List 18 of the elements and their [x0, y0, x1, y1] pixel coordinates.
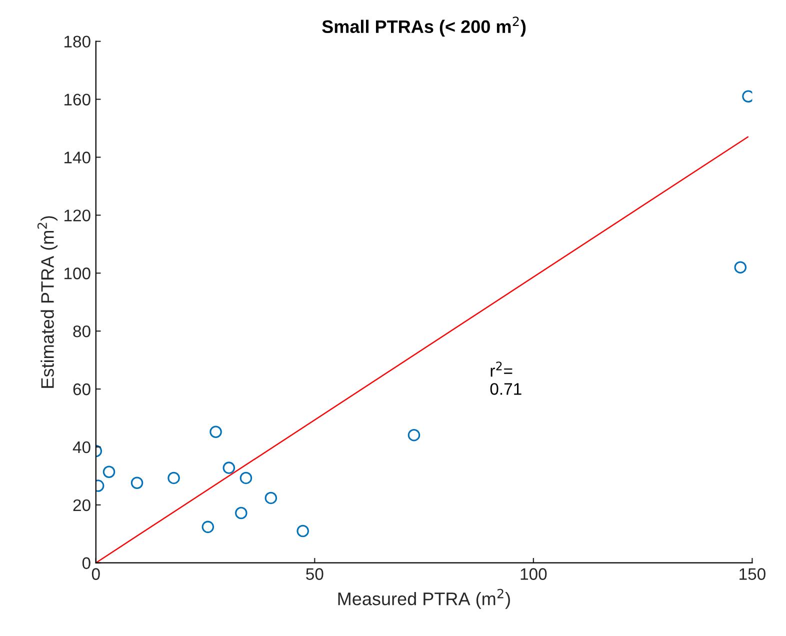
y-tick-label: 20 [73, 499, 90, 512]
chart-title: Small PTRAs (< 200 m$^{2}$) [322, 16, 526, 37]
x-tick-label: 150 [740, 568, 766, 580]
y-tick-label: 140 [64, 152, 90, 164]
y-tick-label: 120 [64, 210, 90, 222]
y-tick-label: 40 [72, 441, 90, 454]
x-axis-title: Measured PTRA (m$^{2}$) [338, 588, 510, 609]
y-tick-label: 60 [73, 383, 90, 396]
y-tick-label: 160 [64, 94, 90, 106]
x-tick-label: 0 [92, 568, 100, 580]
x-tick-label: 50 [306, 568, 324, 580]
y-tick-label: 100 [64, 268, 90, 280]
y-tick-label: 80 [73, 325, 90, 338]
y-tick-label: 0 [82, 557, 90, 570]
annotation: r$^{2}$= 0.71 [490, 362, 522, 395]
x-tick-label: 100 [520, 568, 547, 580]
y-axis-title: Estimated PTRA (m$^{2}$) [37, 216, 58, 388]
y-tick-label: 180 [64, 36, 90, 48]
